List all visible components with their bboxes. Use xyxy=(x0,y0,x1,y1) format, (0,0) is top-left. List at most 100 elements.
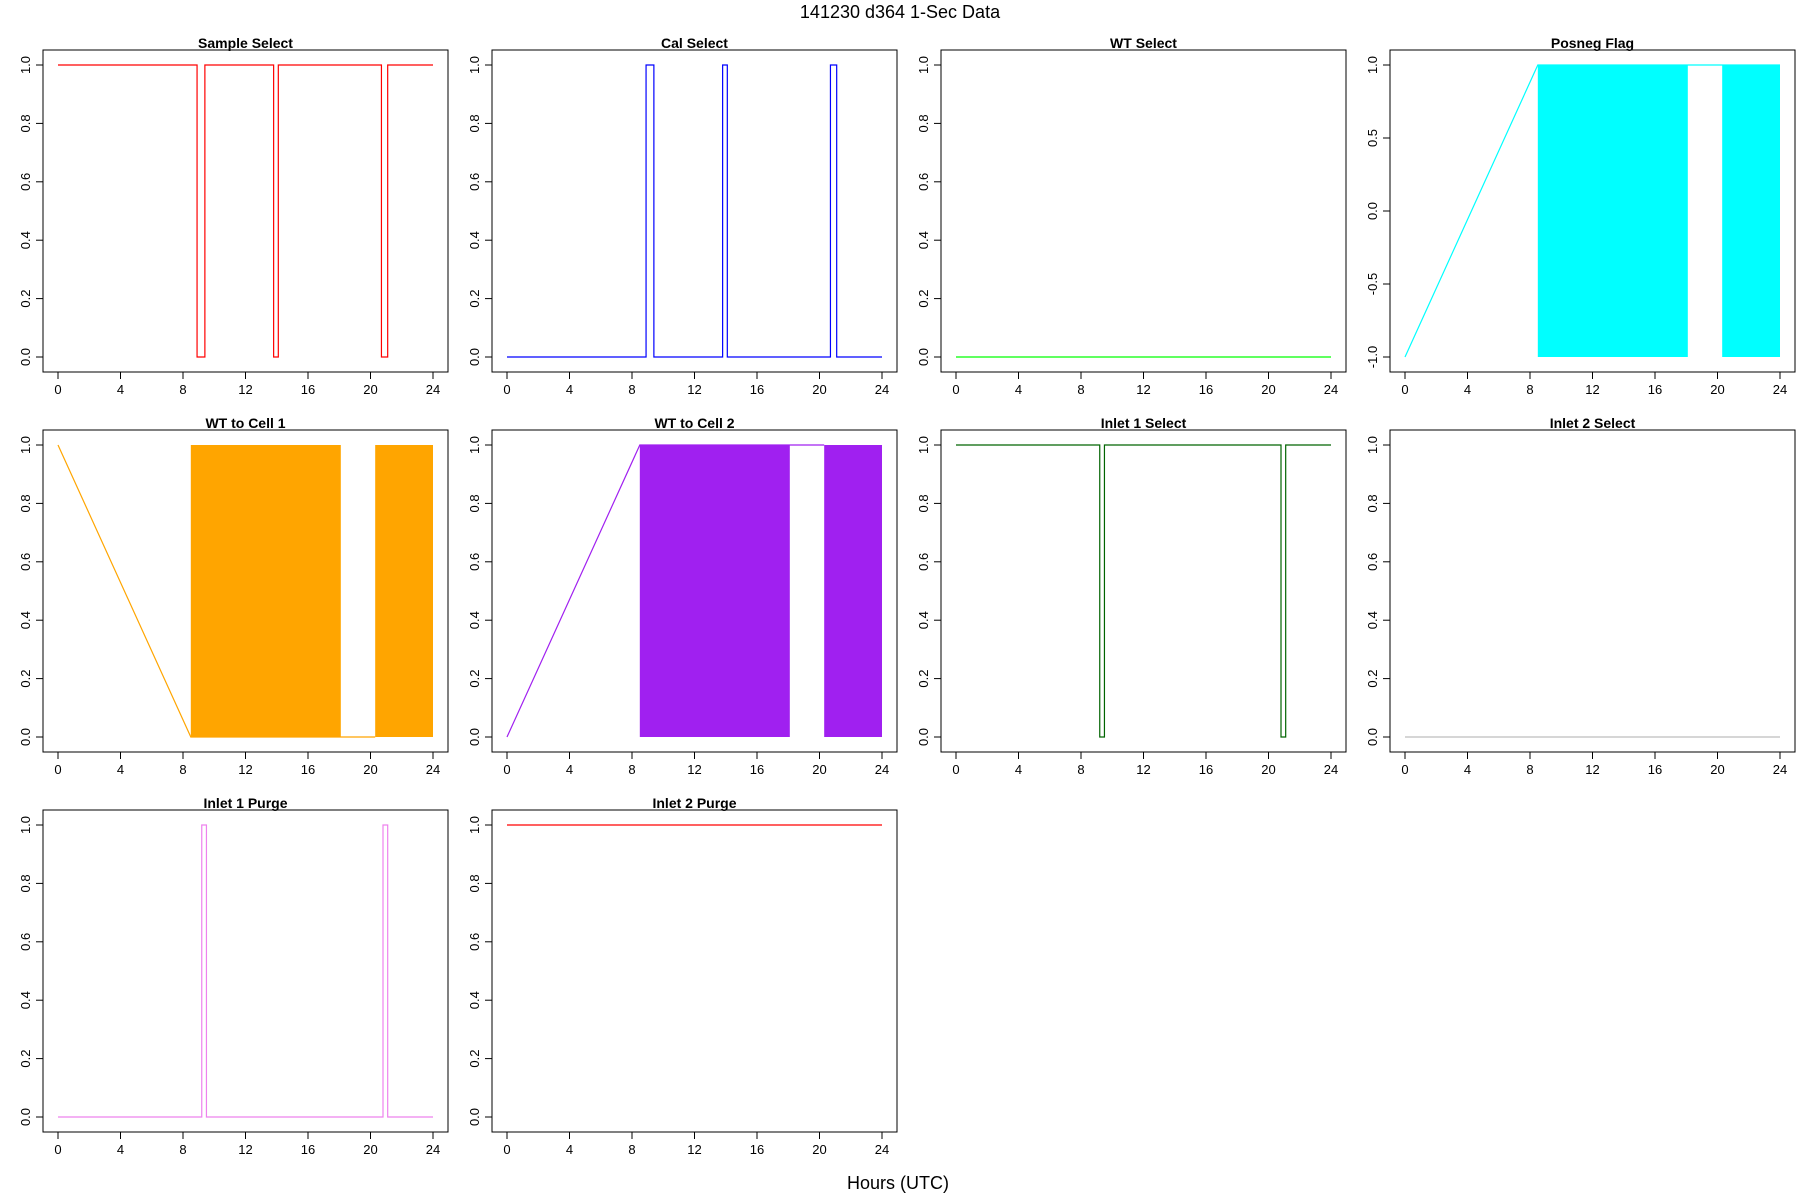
x-tick-label: 24 xyxy=(426,382,440,397)
y-tick-label: -0.5 xyxy=(1365,273,1380,295)
x-tick-label: 12 xyxy=(687,762,701,777)
y-tick-label: 0.6 xyxy=(916,553,931,571)
data-line xyxy=(506,444,825,738)
y-tick-label: 0.8 xyxy=(18,874,33,892)
y-tick-label: 0.0 xyxy=(467,728,482,746)
x-tick-label: 12 xyxy=(238,762,252,777)
panel-title: WT to Cell 1 xyxy=(205,415,285,431)
y-tick-label: 0.0 xyxy=(916,728,931,746)
x-tick-label: 24 xyxy=(426,1142,440,1157)
panel-title: Inlet 1 Select xyxy=(1101,415,1187,431)
panel-title: Cal Select xyxy=(661,35,728,51)
y-tick-label: 1.0 xyxy=(1365,436,1380,454)
x-tick-label: 0 xyxy=(952,762,959,777)
x-tick-label: 16 xyxy=(750,762,764,777)
y-tick-label: 0.2 xyxy=(916,290,931,308)
y-tick-label: 0.4 xyxy=(18,231,33,249)
y-tick-label: 0.0 xyxy=(467,348,482,366)
x-tick-label: 8 xyxy=(628,762,635,777)
y-tick-label: 0.6 xyxy=(1365,553,1380,571)
y-tick-label: 0.2 xyxy=(467,670,482,688)
x-tick-label: 20 xyxy=(1261,762,1275,777)
chart-panel: Cal Select 0 4 8 12 16 20 24 0.0 0.2 0.4 0.6 0.8 1.0 xyxy=(467,35,898,397)
x-tick-label: 0 xyxy=(1401,762,1408,777)
panel-grid: Sample Select 0 4 8 12 16 20 24 0.0 0.2 0.4 0.6 0.8 1… xyxy=(18,35,1796,1157)
y-tick-label: 0.4 xyxy=(467,611,482,629)
x-tick-label: 12 xyxy=(1585,762,1599,777)
y-tick-label: 0.4 xyxy=(467,991,482,1009)
x-tick-label: 20 xyxy=(363,1142,377,1157)
y-tick-label: 1.0 xyxy=(18,816,33,834)
x-tick-label: 0 xyxy=(952,382,959,397)
x-tick-label: 16 xyxy=(301,382,315,397)
x-tick-label: 12 xyxy=(687,382,701,397)
x-tick-label: 24 xyxy=(875,382,889,397)
y-tick-label: 1.0 xyxy=(18,56,33,74)
chart-panel: WT to Cell 1 0 4 8 12 16 20 24 0.0 0.2 0.4 0.6 0.8 1.… xyxy=(18,415,449,777)
y-tick-label: 0.4 xyxy=(467,231,482,249)
x-tick-label: 20 xyxy=(1710,382,1724,397)
y-tick-label: 0.8 xyxy=(467,494,482,512)
x-tick-label: 8 xyxy=(628,1142,635,1157)
chart-panel: Inlet 1 Select 0 4 8 12 16 20 24 0.0 0.2 0.4 0.6 0.8… xyxy=(916,415,1347,777)
y-tick-label: 0.2 xyxy=(467,290,482,308)
x-tick-label: 0 xyxy=(54,1142,61,1157)
data-line xyxy=(57,444,376,738)
chart-panel: Inlet 2 Select 0 4 8 12 16 20 24 0.0 0.2 0.4 0.6 0.8… xyxy=(1365,415,1796,777)
y-tick-label: 0.0 xyxy=(1365,202,1380,220)
x-tick-label: 8 xyxy=(1526,762,1533,777)
chart-panel: Inlet 1 Purge 0 4 8 12 16 20 24 0.0 0.2 0.4 0.6 0.8 1… xyxy=(18,795,449,1157)
x-tick-label: 12 xyxy=(1136,382,1150,397)
x-tick-label: 0 xyxy=(54,382,61,397)
y-tick-label: 0.8 xyxy=(916,494,931,512)
x-tick-label: 4 xyxy=(117,382,124,397)
y-tick-label: 0.0 xyxy=(18,348,33,366)
x-tick-label: 24 xyxy=(1773,382,1787,397)
y-tick-label: -1.0 xyxy=(1365,346,1380,368)
y-tick-label: 1.0 xyxy=(467,436,482,454)
panel-title: Sample Select xyxy=(198,35,293,51)
x-tick-label: 8 xyxy=(179,1142,186,1157)
x-tick-label: 20 xyxy=(363,762,377,777)
x-tick-label: 20 xyxy=(812,762,826,777)
y-tick-label: 0.2 xyxy=(916,670,931,688)
x-tick-label: 16 xyxy=(1648,762,1662,777)
y-tick-label: 0.6 xyxy=(467,173,482,191)
x-tick-label: 8 xyxy=(179,382,186,397)
x-tick-label: 24 xyxy=(875,762,889,777)
y-tick-label: 1.0 xyxy=(467,816,482,834)
y-tick-label: 0.6 xyxy=(916,173,931,191)
data-band xyxy=(375,445,433,737)
y-tick-label: 0.2 xyxy=(18,290,33,308)
y-tick-label: 1.0 xyxy=(916,436,931,454)
x-tick-label: 16 xyxy=(750,1142,764,1157)
x-tick-label: 16 xyxy=(301,762,315,777)
y-tick-label: 0.8 xyxy=(467,114,482,132)
y-tick-label: 0.6 xyxy=(18,553,33,571)
data-line xyxy=(58,64,433,358)
chart-panel: WT to Cell 2 0 4 8 12 16 20 24 0.0 0.2 0.4 0.6 0.8 1.… xyxy=(467,415,898,777)
x-tick-label: 0 xyxy=(54,762,61,777)
x-tick-label: 8 xyxy=(179,762,186,777)
panel-title: Inlet 2 Select xyxy=(1550,415,1636,431)
x-tick-label: 20 xyxy=(812,382,826,397)
data-band xyxy=(1722,65,1780,357)
x-tick-label: 24 xyxy=(426,762,440,777)
data-band xyxy=(824,445,882,737)
y-tick-label: 0.6 xyxy=(467,553,482,571)
x-tick-label: 16 xyxy=(301,1142,315,1157)
x-tick-label: 12 xyxy=(1136,762,1150,777)
data-band xyxy=(639,445,790,737)
y-tick-label: 0.2 xyxy=(18,1050,33,1068)
y-tick-label: 0.4 xyxy=(916,231,931,249)
x-tick-label: 8 xyxy=(1526,382,1533,397)
x-axis-label: Hours (UTC) xyxy=(847,1173,949,1193)
chart-panel: WT Select 0 4 8 12 16 20 24 0.0 0.2 0.4 0.6 0.8 1.0 xyxy=(916,35,1347,397)
data-line xyxy=(58,824,433,1118)
data-band xyxy=(190,445,341,737)
y-tick-label: 0.5 xyxy=(1365,129,1380,147)
y-tick-label: 0.4 xyxy=(1365,611,1380,629)
plot-frame xyxy=(1389,429,1796,753)
y-tick-label: 1.0 xyxy=(467,56,482,74)
